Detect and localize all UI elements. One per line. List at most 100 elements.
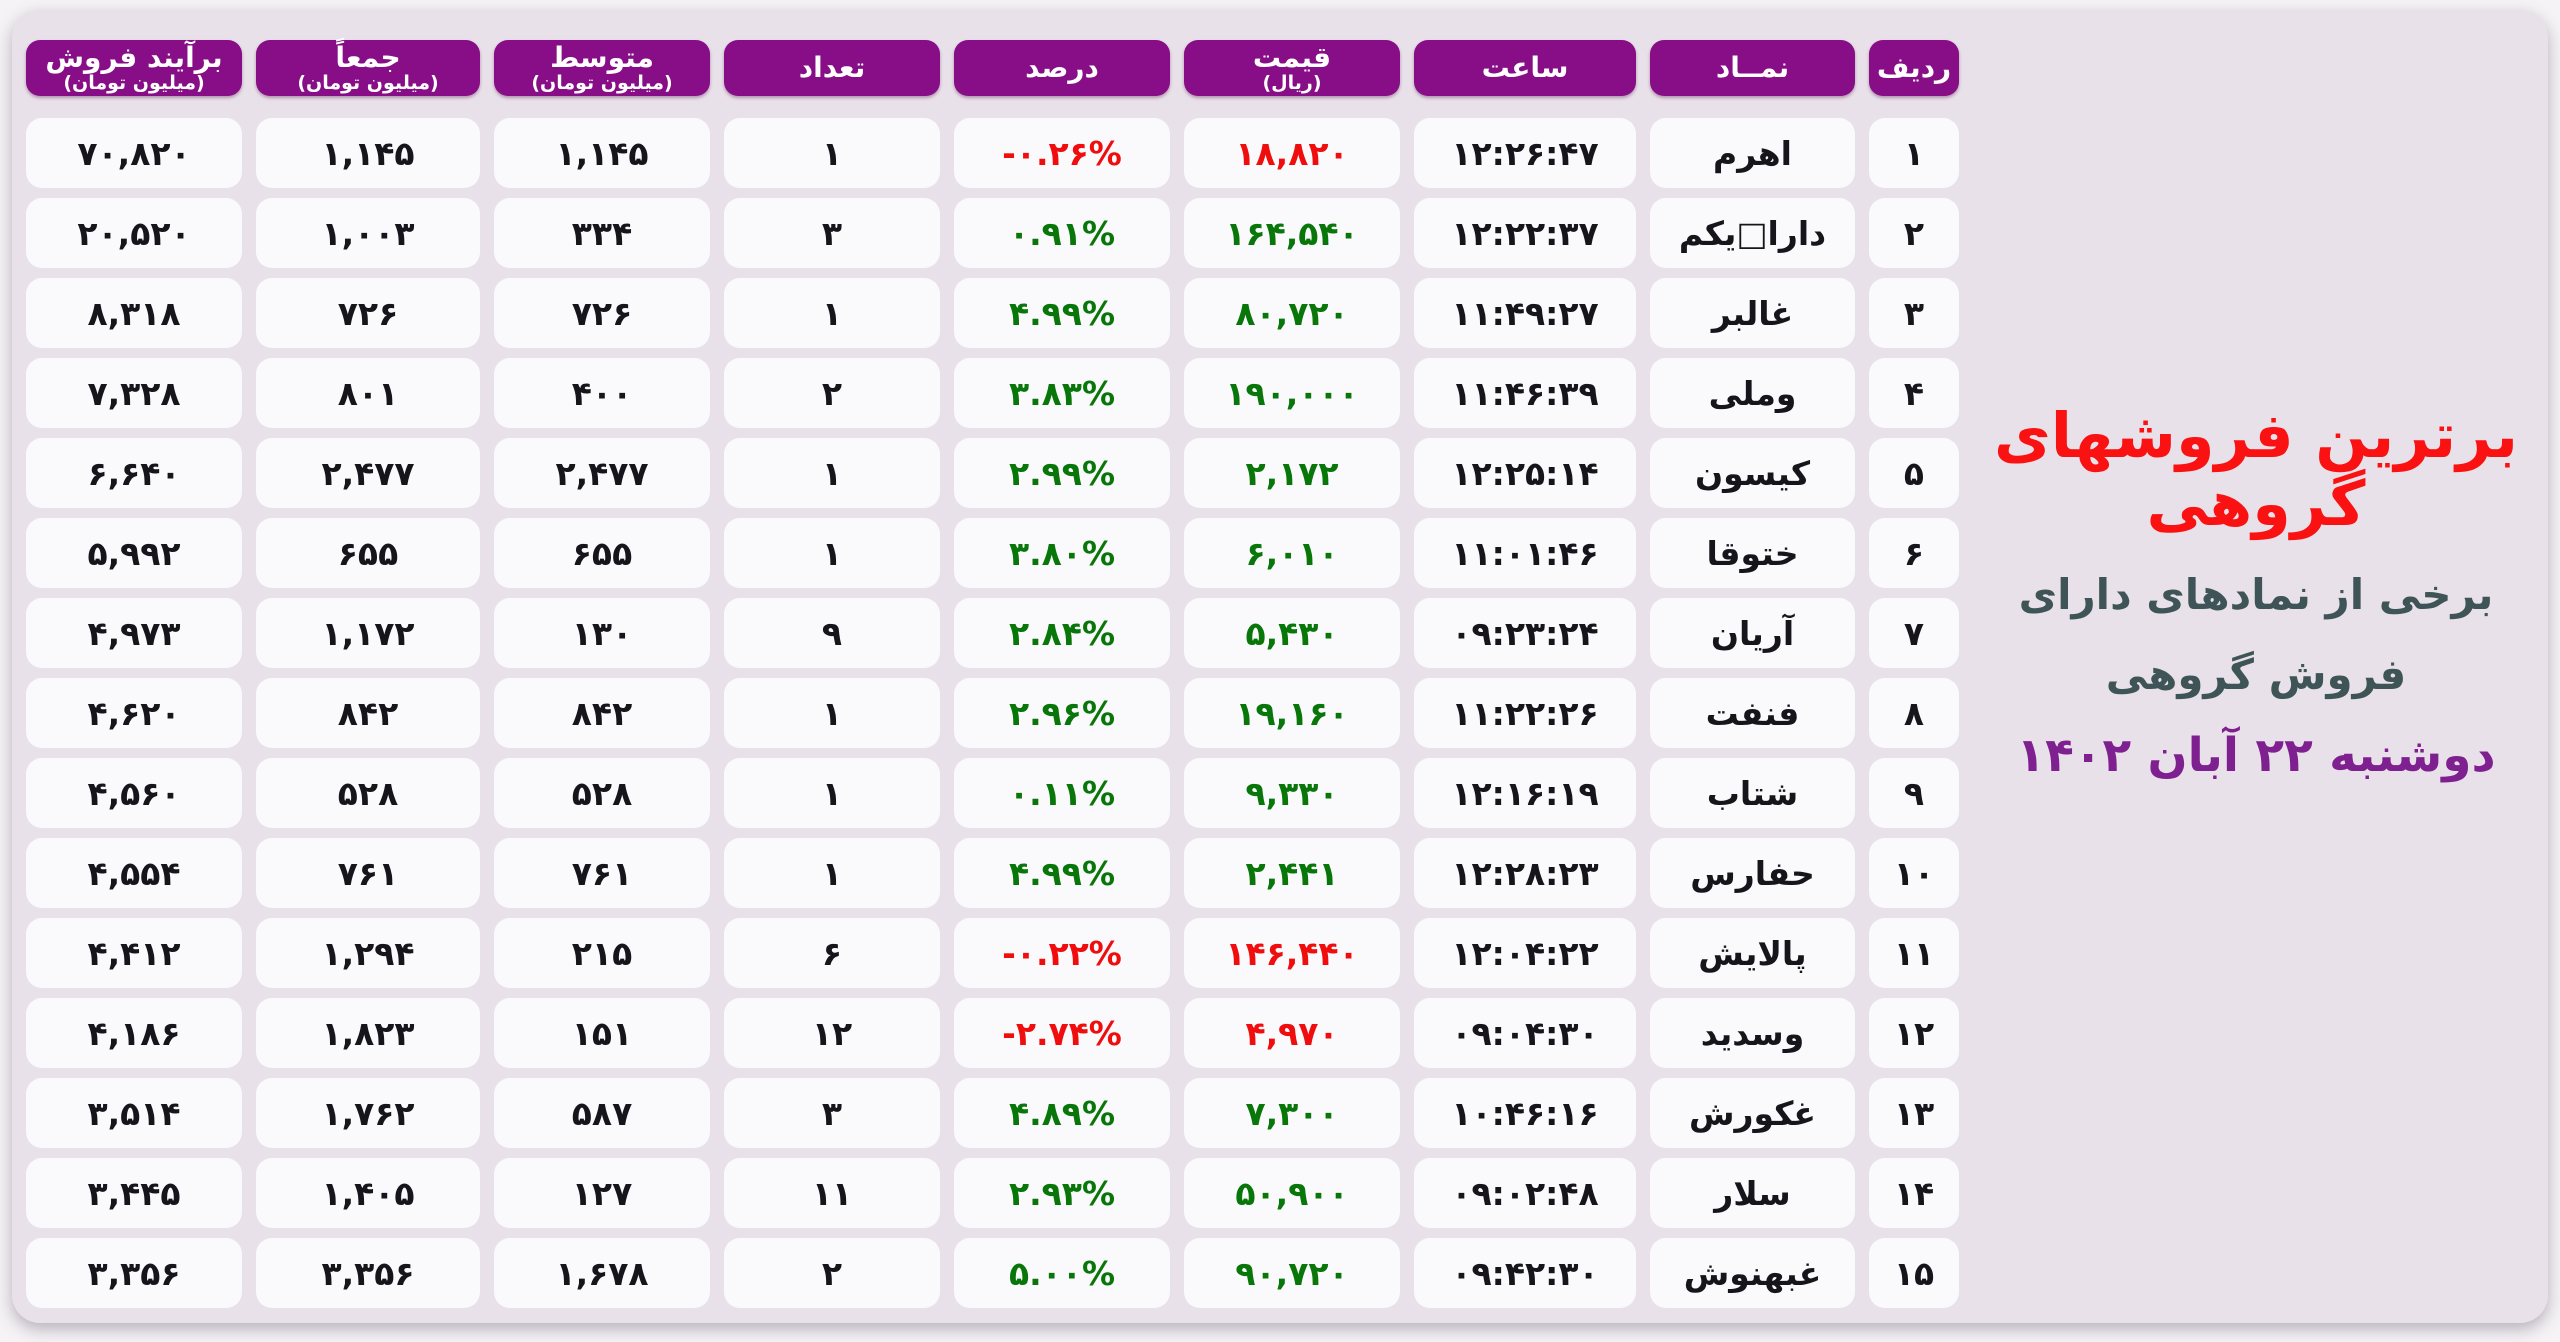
- cell-sum: ۱,۰۰۳: [256, 198, 480, 268]
- cell-average: ۵۸۷: [494, 1078, 710, 1148]
- cell-sum: ۷۲۶: [256, 278, 480, 348]
- cell-count: ۶: [724, 918, 940, 988]
- cell-proceeds: ۳,۴۴۵: [26, 1158, 242, 1228]
- cell-symbol: ختوقا: [1650, 518, 1855, 588]
- cell-rank: ۷: [1869, 598, 1959, 668]
- cell-percent: ۳.۸۳%: [954, 358, 1170, 428]
- cell-symbol: وسدید: [1650, 998, 1855, 1068]
- cell-symbol: سلار: [1650, 1158, 1855, 1228]
- cell-count: ۱: [724, 518, 940, 588]
- report-date: دوشنبه ۲۲ آبان ۱۴۰۲: [2016, 728, 2496, 784]
- cell-sum: ۱,۱۷۲: [256, 598, 480, 668]
- cell-count: ۳: [724, 198, 940, 268]
- cell-average: ۴۰۰: [494, 358, 710, 428]
- cell-percent: ۲.۹۳%: [954, 1158, 1170, 1228]
- column-header-label: ساعت: [1481, 50, 1569, 84]
- cell-sum: ۷۶۱: [256, 838, 480, 908]
- table-row: ۱۴ سلار ۰۹:۰۲:۴۸ ۵۰,۹۰۰ ۲.۹۳% ۱۱ ۱۲۷ ۱,۴…: [26, 1158, 1959, 1228]
- table-header-row: ردیف نمــاد ساعت قیمت (ریال) درصد: [26, 40, 1959, 96]
- cell-time: ۱۲:۲۵:۱۴: [1414, 438, 1636, 508]
- cell-proceeds: ۴,۴۱۲: [26, 918, 242, 988]
- column-header-unit: (میلیون تومان): [297, 71, 439, 94]
- cell-percent: ۰.۹۱%: [954, 198, 1170, 268]
- cell-proceeds: ۴,۱۸۶: [26, 998, 242, 1068]
- cell-average: ۲,۴۷۷: [494, 438, 710, 508]
- table-row: ۹ شتاب ۱۲:۱۶:۱۹ ۹,۳۳۰ ۰.۱۱% ۱ ۵۲۸ ۵۲۸ ۴,…: [26, 758, 1959, 828]
- column-header-price: قیمت (ریال): [1184, 40, 1400, 96]
- cell-sum: ۲,۴۷۷: [256, 438, 480, 508]
- cell-count: ۲: [724, 358, 940, 428]
- table-row: ۱۰ حفارس ۱۲:۲۸:۲۳ ۲,۴۴۱ ۴.۹۹% ۱ ۷۶۱ ۷۶۱ …: [26, 838, 1959, 908]
- cell-percent: -۰.۲۲%: [954, 918, 1170, 988]
- column-header-average: متوسط (میلیون تومان): [494, 40, 710, 96]
- column-header-label: ردیف: [1876, 50, 1952, 84]
- cell-average: ۷۶۱: [494, 838, 710, 908]
- cell-proceeds: ۵,۹۹۲: [26, 518, 242, 588]
- cell-percent: ۲.۹۶%: [954, 678, 1170, 748]
- cell-percent: ۳.۸۰%: [954, 518, 1170, 588]
- cell-proceeds: ۸,۳۱۸: [26, 278, 242, 348]
- cell-proceeds: ۷۰,۸۲۰: [26, 118, 242, 188]
- table-row: ۲ دارا□یکم ۱۲:۲۲:۳۷ ۱۶۴,۵۴۰ ۰.۹۱% ۳ ۳۳۴ …: [26, 198, 1959, 268]
- subtitle-line-2: فروش گروهی: [2105, 650, 2407, 700]
- column-header-symbol: نمــاد: [1650, 40, 1855, 96]
- column-header-time: ساعت: [1414, 40, 1636, 96]
- cell-symbol: اهرم: [1650, 118, 1855, 188]
- cell-sum: ۵۲۸: [256, 758, 480, 828]
- cell-price: ۱۴۶,۴۴۰: [1184, 918, 1400, 988]
- column-header-label: جمعاً: [335, 40, 401, 74]
- column-header-label: تعداد: [798, 50, 866, 84]
- cell-symbol: غبهنوش: [1650, 1238, 1855, 1308]
- cell-count: ۱۱: [724, 1158, 940, 1228]
- cell-count: ۱: [724, 678, 940, 748]
- cell-rank: ۱: [1869, 118, 1959, 188]
- cell-rank: ۸: [1869, 678, 1959, 748]
- cell-price: ۲,۴۴۱: [1184, 838, 1400, 908]
- table-row: ۶ ختوقا ۱۱:۰۱:۴۶ ۶,۰۱۰ ۳.۸۰% ۱ ۶۵۵ ۶۵۵ ۵…: [26, 518, 1959, 588]
- cell-percent: ۰.۱۱%: [954, 758, 1170, 828]
- column-header-unit: (میلیون تومان): [63, 71, 205, 94]
- cell-time: ۰۹:۴۲:۳۰: [1414, 1238, 1636, 1308]
- cell-count: ۱: [724, 758, 940, 828]
- cell-proceeds: ۴,۹۷۳: [26, 598, 242, 668]
- cell-average: ۲۱۵: [494, 918, 710, 988]
- cell-time: ۱۲:۲۶:۴۷: [1414, 118, 1636, 188]
- cell-time: ۱۲:۱۶:۱۹: [1414, 758, 1636, 828]
- column-header-label: نمــاد: [1715, 50, 1790, 84]
- cell-percent: ۴.۹۹%: [954, 838, 1170, 908]
- cell-rank: ۱۳: [1869, 1078, 1959, 1148]
- cell-average: ۸۴۲: [494, 678, 710, 748]
- cell-time: ۱۲:۲۲:۳۷: [1414, 198, 1636, 268]
- cell-sum: ۳,۳۵۶: [256, 1238, 480, 1308]
- cell-percent: ۲.۸۴%: [954, 598, 1170, 668]
- cell-rank: ۹: [1869, 758, 1959, 828]
- cell-price: ۶,۰۱۰: [1184, 518, 1400, 588]
- table-row: ۷ آریان ۰۹:۲۳:۲۴ ۵,۴۳۰ ۲.۸۴% ۹ ۱۳۰ ۱,۱۷۲…: [26, 598, 1959, 668]
- cell-price: ۸۰,۷۲۰: [1184, 278, 1400, 348]
- cell-average: ۱۲۷: [494, 1158, 710, 1228]
- report-card: برترین فروشهای گروهی برخی از نمادهای دار…: [12, 10, 2548, 1323]
- cell-price: ۵,۴۳۰: [1184, 598, 1400, 668]
- cell-sum: ۱,۱۴۵: [256, 118, 480, 188]
- column-header-label: متوسط: [550, 40, 654, 74]
- cell-price: ۹,۳۳۰: [1184, 758, 1400, 828]
- cell-symbol: آریان: [1650, 598, 1855, 668]
- table-row: ۵ کیسون ۱۲:۲۵:۱۴ ۲,۱۷۲ ۲.۹۹% ۱ ۲,۴۷۷ ۲,۴…: [26, 438, 1959, 508]
- cell-price: ۱۹۰,۰۰۰: [1184, 358, 1400, 428]
- cell-symbol: حفارس: [1650, 838, 1855, 908]
- cell-price: ۱۸,۸۲۰: [1184, 118, 1400, 188]
- column-header-proceeds: برآیند فروش (میلیون تومان): [26, 40, 242, 96]
- cell-price: ۴,۹۷۰: [1184, 998, 1400, 1068]
- column-header-label: قیمت: [1252, 40, 1332, 74]
- column-header-count: تعداد: [724, 40, 940, 96]
- cell-average: ۱۵۱: [494, 998, 710, 1068]
- cell-symbol: وملی: [1650, 358, 1855, 428]
- cell-price: ۷,۳۰۰: [1184, 1078, 1400, 1148]
- cell-rank: ۱۱: [1869, 918, 1959, 988]
- page-title: برترین فروشهای گروهی: [1993, 399, 2519, 541]
- cell-rank: ۱۴: [1869, 1158, 1959, 1228]
- cell-percent: ۴.۸۹%: [954, 1078, 1170, 1148]
- cell-sum: ۱,۲۹۴: [256, 918, 480, 988]
- table-row: ۳ غالبر ۱۱:۴۹:۲۷ ۸۰,۷۲۰ ۴.۹۹% ۱ ۷۲۶ ۷۲۶ …: [26, 278, 1959, 348]
- cell-symbol: کیسون: [1650, 438, 1855, 508]
